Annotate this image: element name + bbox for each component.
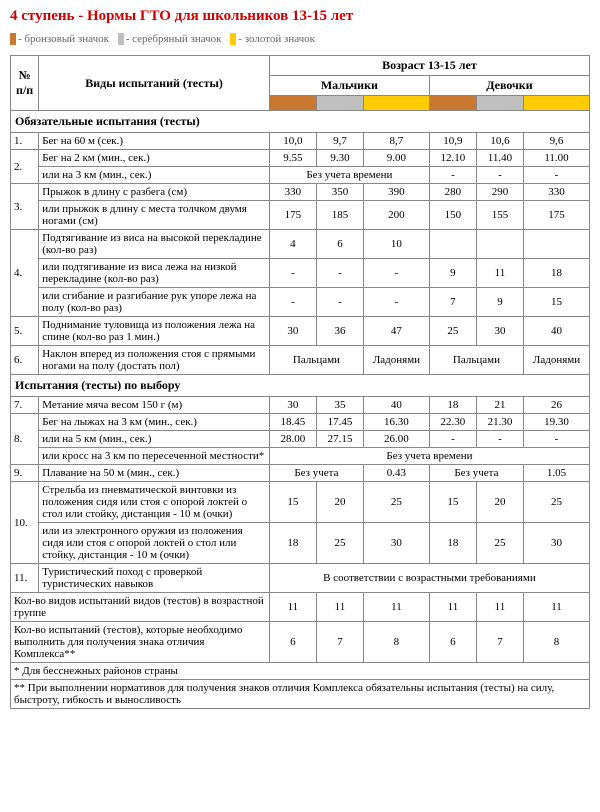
section-header: Обязательные испытания (тесты) <box>11 111 590 133</box>
col-index: № п/п <box>11 56 39 111</box>
gold-label: - золотой значок <box>238 33 315 45</box>
bronze-swatch <box>10 33 16 45</box>
test-name: или подтягивание из виса лежа на низкой … <box>39 259 270 288</box>
bronze-label: - бронзовый значок <box>18 33 109 45</box>
row-index: 3. <box>11 184 39 230</box>
table-row: или прыжок в длину с места толчком двумя… <box>11 201 590 230</box>
boys-bronze-badge <box>269 96 316 111</box>
test-name: Туристический поход с проверкой туристич… <box>39 564 270 593</box>
test-name: или на 5 км (мин., сек.) <box>39 431 270 448</box>
test-name: или из электронного оружия из положения … <box>39 523 270 564</box>
table-row: или кросс на 3 км по пересеченной местно… <box>11 448 590 465</box>
silver-swatch <box>118 33 124 45</box>
col-boys: Мальчики <box>269 76 429 96</box>
test-name: Наклон вперед из положения стоя с прямым… <box>39 346 270 375</box>
silver-label: - серебряный значок <box>126 33 222 45</box>
test-name: или на 3 км (мин., сек.) <box>39 167 270 184</box>
table-row: или на 5 км (мин., сек.)28.0027.1526.00-… <box>11 431 590 448</box>
section-header: Испытания (тесты) по выбору <box>11 375 590 397</box>
row-index: 5. <box>11 317 39 346</box>
test-name: или сгибание и разгибание рук упоре лежа… <box>39 288 270 317</box>
table-row: или подтягивание из виса лежа на низкой … <box>11 259 590 288</box>
test-name: Подтягивание из виса на высокой переклад… <box>39 230 270 259</box>
test-name: или кросс на 3 км по пересеченной местно… <box>39 448 270 465</box>
table-row: 10.Стрельба из пневматической винтовки и… <box>11 482 590 523</box>
summary-label: Кол-во видов испытаний видов (тестов) в … <box>11 593 270 622</box>
gold-swatch <box>230 33 236 45</box>
footnote-row: * Для бесснежных районов страны <box>11 663 590 680</box>
table-row: 3.Прыжок в длину с разбега (см)330350390… <box>11 184 590 201</box>
table-row: 11.Туристический поход с проверкой турис… <box>11 564 590 593</box>
girls-gold-badge <box>524 96 590 111</box>
boys-silver-badge <box>316 96 363 111</box>
summary-row: Кол-во испытаний (тестов), которые необх… <box>11 622 590 663</box>
test-name: или прыжок в длину с места толчком двумя… <box>39 201 270 230</box>
table-row: 2.Бег на 2 км (мин., сек.)9.559.309.0012… <box>11 150 590 167</box>
col-tests: Виды испытаний (тесты) <box>39 56 270 111</box>
test-name: Стрельба из пневматической винтовки из п… <box>39 482 270 523</box>
table-row: 1.Бег на 60 м (сек.)10,09,78,710,910,69,… <box>11 133 590 150</box>
table-row: 4.Подтягивание из виса на высокой перекл… <box>11 230 590 259</box>
table-row: 8.Бег на лыжах на 3 км (мин., сек.)18.45… <box>11 414 590 431</box>
page-title: 4 ступень - Нормы ГТО для школьников 13-… <box>10 8 590 25</box>
summary-row: Кол-во видов испытаний видов (тестов) в … <box>11 593 590 622</box>
test-name: Бег на 60 м (сек.) <box>39 133 270 150</box>
girls-bronze-badge <box>429 96 476 111</box>
row-index: 11. <box>11 564 39 593</box>
test-name: Поднимание туловища из положения лежа на… <box>39 317 270 346</box>
test-name: Бег на лыжах на 3 км (мин., сек.) <box>39 414 270 431</box>
row-index: 6. <box>11 346 39 375</box>
row-index: 2. <box>11 150 39 184</box>
gto-norms-table: № п/п Виды испытаний (тесты) Возраст 13-… <box>10 55 590 709</box>
row-index: 1. <box>11 133 39 150</box>
girls-silver-badge <box>476 96 523 111</box>
table-row: 5.Поднимание туловища из положения лежа … <box>11 317 590 346</box>
summary-label: Кол-во испытаний (тестов), которые необх… <box>11 622 270 663</box>
table-row: или сгибание и разгибание рук упоре лежа… <box>11 288 590 317</box>
badge-legend: - бронзовый значок - серебряный значок -… <box>10 33 590 45</box>
footnote-row: ** При выполнении нормативов для получен… <box>11 680 590 709</box>
boys-gold-badge <box>363 96 429 111</box>
row-index: 7. <box>11 397 39 414</box>
row-index: 8. <box>11 414 39 465</box>
table-row: или из электронного оружия из положения … <box>11 523 590 564</box>
table-row: или на 3 км (мин., сек.)Без учета времен… <box>11 167 590 184</box>
test-name: Метание мяча весом 150 г (м) <box>39 397 270 414</box>
table-row: 6.Наклон вперед из положения стоя с прям… <box>11 346 590 375</box>
row-index: 4. <box>11 230 39 317</box>
col-girls: Девочки <box>429 76 589 96</box>
table-row: 7.Метание мяча весом 150 г (м)3035401821… <box>11 397 590 414</box>
row-index: 10. <box>11 482 39 564</box>
test-name: Бег на 2 км (мин., сек.) <box>39 150 270 167</box>
table-row: 9.Плавание на 50 м (мин., сек.)Без учета… <box>11 465 590 482</box>
row-index: 9. <box>11 465 39 482</box>
col-age: Возраст 13-15 лет <box>269 56 589 76</box>
test-name: Плавание на 50 м (мин., сек.) <box>39 465 270 482</box>
test-name: Прыжок в длину с разбега (см) <box>39 184 270 201</box>
